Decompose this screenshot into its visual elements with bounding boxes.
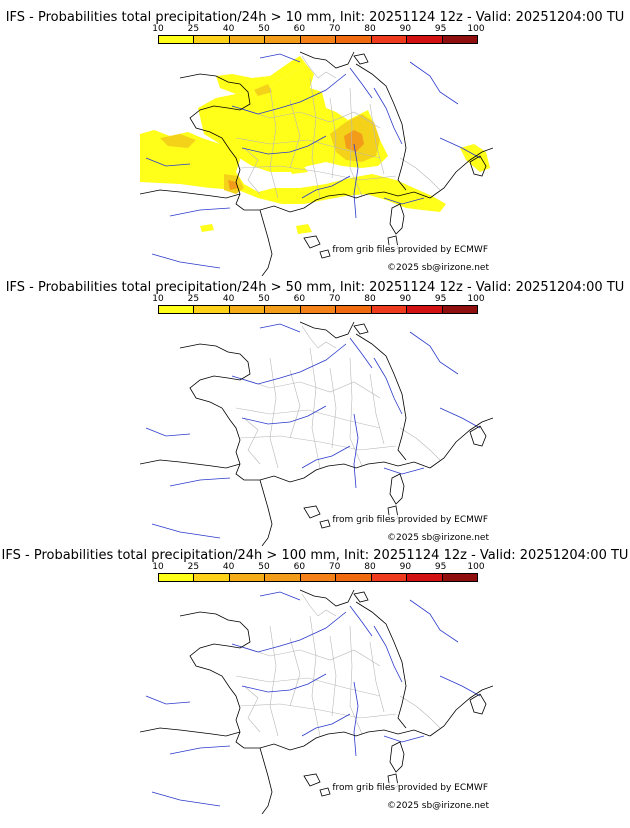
admin-boundaries — [235, 55, 441, 199]
colorbar — [158, 573, 478, 582]
colorbar-tick-label: 10 — [152, 24, 164, 34]
panel-title: IFS - Probabilities total precipitation/… — [5, 280, 625, 295]
colorbar-tick-label: 100 — [467, 24, 485, 34]
colorbar-tick-label: 40 — [222, 24, 235, 34]
colorbar-tick-label: 95 — [434, 24, 447, 34]
rivers — [145, 323, 481, 539]
colorbar-segment — [229, 36, 266, 43]
colorbar-segment — [371, 574, 408, 581]
colorbar — [158, 305, 478, 314]
credit-source: from grib files provided by ECMWF — [332, 783, 488, 793]
panel-100mm: IFS - Probabilities total precipitation/… — [0, 538, 630, 815]
admin-boundaries — [235, 593, 441, 737]
precip-shading — [140, 56, 490, 234]
colorbar-segment — [194, 574, 230, 581]
credit-source: from grib files provided by ECMWF — [332, 515, 488, 525]
credit-copyright: ©2025 sb@irizone.net — [387, 533, 489, 543]
panel-50mm: IFS - Probabilities total precipitation/… — [0, 270, 630, 547]
colorbar-segment — [194, 306, 230, 313]
map-svg — [139, 589, 494, 815]
colorbar-segment — [407, 574, 443, 581]
colorbar-segment — [229, 306, 266, 313]
colorbar-tick-label: 40 — [222, 562, 235, 572]
colorbar-segment — [407, 36, 443, 43]
colorbar-tick-label: 25 — [187, 562, 200, 572]
colorbar-segment — [159, 306, 195, 313]
coastlines — [139, 589, 494, 815]
map-svg — [139, 51, 494, 277]
colorbar-tick-label: 60 — [293, 294, 306, 304]
colorbar-segment — [442, 574, 477, 581]
map: from grib files provided by ECMWF ©2025 … — [139, 48, 494, 277]
colorbar-segment — [336, 36, 372, 43]
colorbar-segment — [371, 306, 408, 313]
colorbar-tick-label: 100 — [467, 294, 485, 304]
colorbar-tick-label: 70 — [328, 24, 341, 34]
shading-light — [140, 130, 446, 212]
credit-copyright: ©2025 sb@irizone.net — [387, 263, 489, 273]
colorbar-segment — [336, 306, 372, 313]
colorbar-ticks: 10 25 40 50 60 70 80 90 95 100 — [152, 562, 484, 572]
colorbar-segment — [229, 574, 266, 581]
colorbar-tick-label: 90 — [399, 562, 412, 572]
colorbar-tick-label: 10 — [152, 294, 164, 304]
credit-source: from grib files provided by ECMWF — [332, 245, 488, 255]
colorbar-tick-label: 95 — [434, 562, 447, 572]
colorbar-tick-label: 70 — [328, 294, 341, 304]
rivers — [145, 591, 481, 807]
colorbar-segment — [442, 36, 477, 43]
colorbar-segment — [442, 306, 477, 313]
rivers — [145, 53, 481, 269]
colorbar-segment — [300, 574, 337, 581]
colorbar-segment — [336, 574, 372, 581]
colorbar-tick-label: 25 — [187, 294, 200, 304]
colorbar-segment — [265, 36, 301, 43]
colorbar-tick-label: 70 — [328, 562, 341, 572]
colorbar-tick-label: 80 — [364, 24, 376, 34]
panel-title: IFS - Probabilities total precipitation/… — [1, 548, 629, 563]
colorbar-segment — [265, 574, 301, 581]
colorbar-segment — [265, 306, 301, 313]
map: from grib files provided by ECMWF ©2025 … — [139, 318, 494, 547]
colorbar-tick-label: 80 — [364, 294, 376, 304]
colorbar-segment — [371, 36, 408, 43]
panel-10mm: IFS - Probabilities total precipitation/… — [0, 0, 630, 277]
colorbar-tick-label: 95 — [434, 294, 447, 304]
colorbar-tick-label: 50 — [258, 24, 270, 34]
colorbar-tick-label: 50 — [258, 562, 270, 572]
colorbar-tick-label: 40 — [222, 294, 235, 304]
coastlines — [139, 51, 494, 277]
colorbar-segment — [300, 36, 337, 43]
admin-boundaries — [235, 325, 441, 469]
colorbar-ticks: 10 25 40 50 60 70 80 90 95 100 — [152, 294, 484, 304]
colorbar-segment — [407, 306, 443, 313]
panel-title: IFS - Probabilities total precipitation/… — [5, 10, 625, 25]
colorbar-segment — [159, 574, 195, 581]
colorbar-tick-label: 80 — [364, 562, 376, 572]
coastlines — [139, 321, 494, 547]
colorbar-tick-label: 50 — [258, 294, 270, 304]
colorbar — [158, 35, 478, 44]
colorbar-tick-label: 90 — [399, 294, 412, 304]
colorbar-tick-label: 60 — [293, 24, 306, 34]
colorbar-tick-label: 10 — [152, 562, 164, 572]
colorbar-tick-label: 25 — [187, 24, 200, 34]
colorbar-ticks: 10 25 40 50 60 70 80 90 95 100 — [152, 24, 484, 34]
colorbar-segment — [300, 306, 337, 313]
colorbar-segment — [194, 36, 230, 43]
colorbar-tick-label: 90 — [399, 24, 412, 34]
colorbar-tick-label: 100 — [467, 562, 485, 572]
map-svg — [139, 321, 494, 547]
shading-strong — [344, 130, 364, 152]
colorbar-segment — [159, 36, 195, 43]
colorbar-tick-label: 60 — [293, 562, 306, 572]
map: from grib files provided by ECMWF ©2025 … — [139, 586, 494, 815]
credit-copyright: ©2025 sb@irizone.net — [387, 801, 489, 811]
